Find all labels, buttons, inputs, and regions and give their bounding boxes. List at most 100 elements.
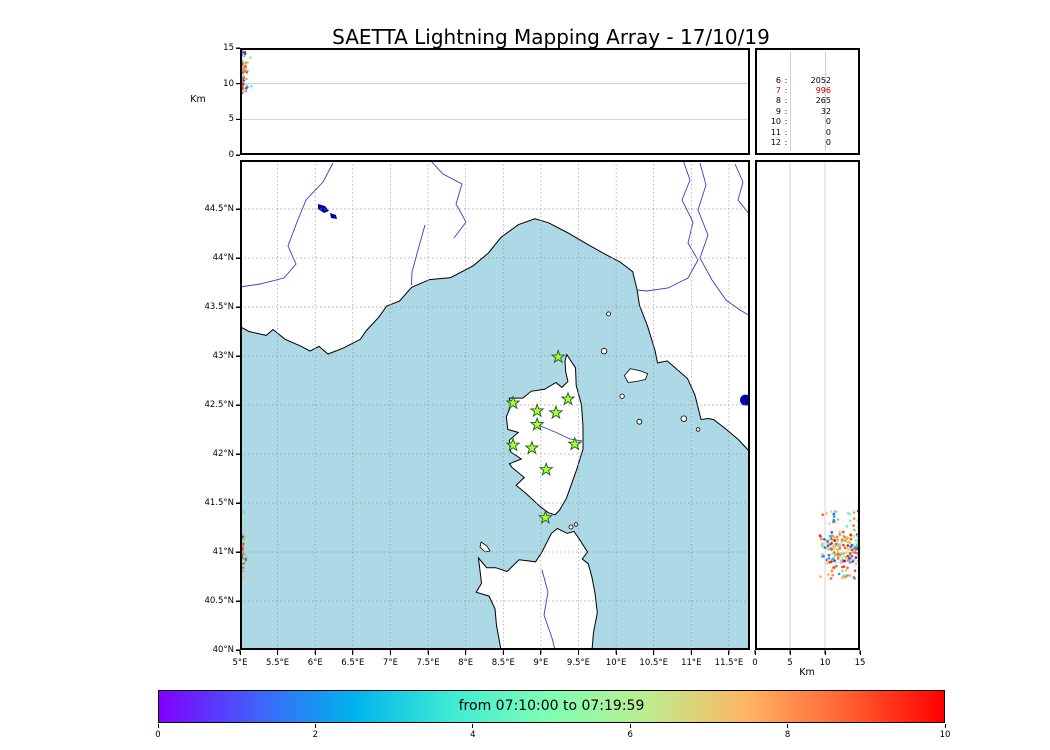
lma-station-marker — [505, 437, 521, 452]
altitude-tick-label: 10 — [819, 658, 831, 668]
lat-tick-label: 44°N — [212, 253, 234, 263]
tick-mark — [465, 651, 467, 655]
source-count: 265 — [815, 96, 831, 106]
separator: : — [784, 138, 788, 148]
stats-gridline — [790, 52, 791, 151]
altitude-tick-label: 15 — [854, 658, 866, 668]
station-counts-panel: 6: 2052 7: 996 8: 265 9: 32 10: 0 11: 0 12: 0 — [755, 48, 860, 155]
station-id: 9 — [775, 106, 781, 116]
altitude-ticks — [236, 47, 240, 156]
station-count-row: 10: 0 — [757, 117, 858, 127]
panel-frame — [240, 48, 750, 155]
lake-bolsena — [740, 394, 750, 406]
lon-tick-label: 7°E — [382, 658, 398, 668]
tick-mark — [236, 600, 240, 602]
tick-mark — [502, 651, 504, 655]
station-id: 12 — [770, 138, 781, 148]
separator: : — [784, 86, 788, 96]
tick-mark — [789, 651, 791, 655]
altitude-gridlines — [240, 83, 750, 120]
tick-mark — [472, 724, 474, 728]
tick-mark — [236, 306, 240, 308]
small-island — [695, 427, 701, 432]
lon-tick-label: 11.5°E — [714, 658, 744, 668]
colorbar-tick-label: 2 — [312, 730, 319, 740]
lat-tick-label: 42.5°N — [204, 400, 234, 410]
tick-mark — [728, 651, 730, 655]
lon-tick-label: 5.5°E — [266, 658, 290, 668]
separator: : — [784, 75, 788, 85]
tick-mark — [236, 649, 240, 651]
small-island — [606, 311, 612, 317]
station-count-row: 6: 2052 — [757, 75, 858, 85]
tick-mark — [236, 47, 240, 49]
tick-mark — [690, 651, 692, 655]
station-count-row: 12: 0 — [757, 137, 858, 147]
lon-tick-label: 11°E — [681, 658, 702, 668]
lon-tick-label: 10°E — [605, 658, 627, 668]
alpine-lake — [330, 213, 337, 219]
small-island — [636, 418, 643, 425]
lma-station-marker — [529, 416, 545, 432]
tick-mark — [236, 502, 240, 504]
colorbar-tick-label: 8 — [784, 730, 791, 740]
tick-mark — [236, 355, 240, 357]
tick-mark — [859, 651, 861, 655]
lma-station-marker — [538, 461, 554, 477]
station-count-row: 9: 32 — [757, 106, 858, 116]
colorbar: from 07:10:00 to 07:19:59 — [158, 690, 945, 723]
tick-mark — [236, 208, 240, 210]
lat-tick-label: 44.5°N — [204, 204, 234, 214]
source-count: 0 — [825, 138, 831, 148]
tick-mark — [427, 651, 429, 655]
asinara-island — [479, 541, 491, 553]
lat-tick-label: 42°N — [212, 449, 234, 459]
map-frame — [240, 160, 750, 650]
lma-station-marker — [567, 436, 583, 451]
lma-station-marker — [537, 509, 553, 525]
altitude-axis-label-bottom: Km — [799, 667, 815, 678]
small-island — [680, 415, 687, 422]
station-id: 10 — [770, 117, 781, 127]
lma-station-marker — [548, 404, 564, 420]
station-id: 11 — [770, 127, 781, 137]
tick-mark — [629, 724, 631, 728]
colorbar-tick-label: 4 — [470, 730, 476, 740]
lat-tick-label: 40.5°N — [204, 596, 234, 606]
tick-mark — [577, 651, 579, 655]
tick-mark — [236, 551, 240, 553]
altitude-tick-label: 5 — [228, 114, 234, 125]
panel-frame — [755, 160, 860, 650]
station-counts-list: 6: 2052 7: 996 8: 265 9: 32 10: 0 11: 0 12: 0 — [757, 50, 858, 148]
tick-mark — [314, 724, 316, 728]
separator: : — [784, 106, 788, 116]
colorbar-tick-label: 6 — [627, 730, 633, 740]
station-id: 8 — [775, 96, 781, 106]
station-count-row: 7: 996 — [757, 85, 858, 95]
lon-tick-label: 9°E — [533, 658, 549, 668]
elba-island — [623, 368, 649, 383]
altitude-tick-label: 5 — [787, 658, 793, 668]
tick-mark — [236, 83, 240, 85]
altitude-gridlines — [789, 160, 826, 650]
altitude-tick-label: 10 — [223, 78, 234, 89]
lma-stations-layer — [505, 349, 583, 525]
source-count: 2052 — [810, 75, 831, 85]
alpine-lake — [318, 204, 329, 213]
map-panel — [236, 160, 750, 654]
station-id: 7 — [775, 86, 781, 96]
rivers-layer — [240, 160, 750, 650]
tick-mark — [824, 651, 826, 655]
lat-tick-label: 43°N — [212, 351, 234, 361]
lat-tick-label: 41.5°N — [204, 498, 234, 508]
tick-mark — [352, 651, 354, 655]
tick-mark — [615, 651, 617, 655]
small-island — [573, 522, 579, 527]
lon-tick-label: 5°E — [232, 658, 248, 668]
map-graticule — [240, 160, 750, 650]
source-count: 996 — [815, 86, 831, 96]
lat-tick-label: 41°N — [212, 547, 234, 557]
altitude-tick-label: 0 — [752, 658, 758, 668]
page-title: SAETTA Lightning Mapping Array - 17/10/1… — [332, 25, 770, 49]
lma-station-marker — [524, 440, 540, 455]
